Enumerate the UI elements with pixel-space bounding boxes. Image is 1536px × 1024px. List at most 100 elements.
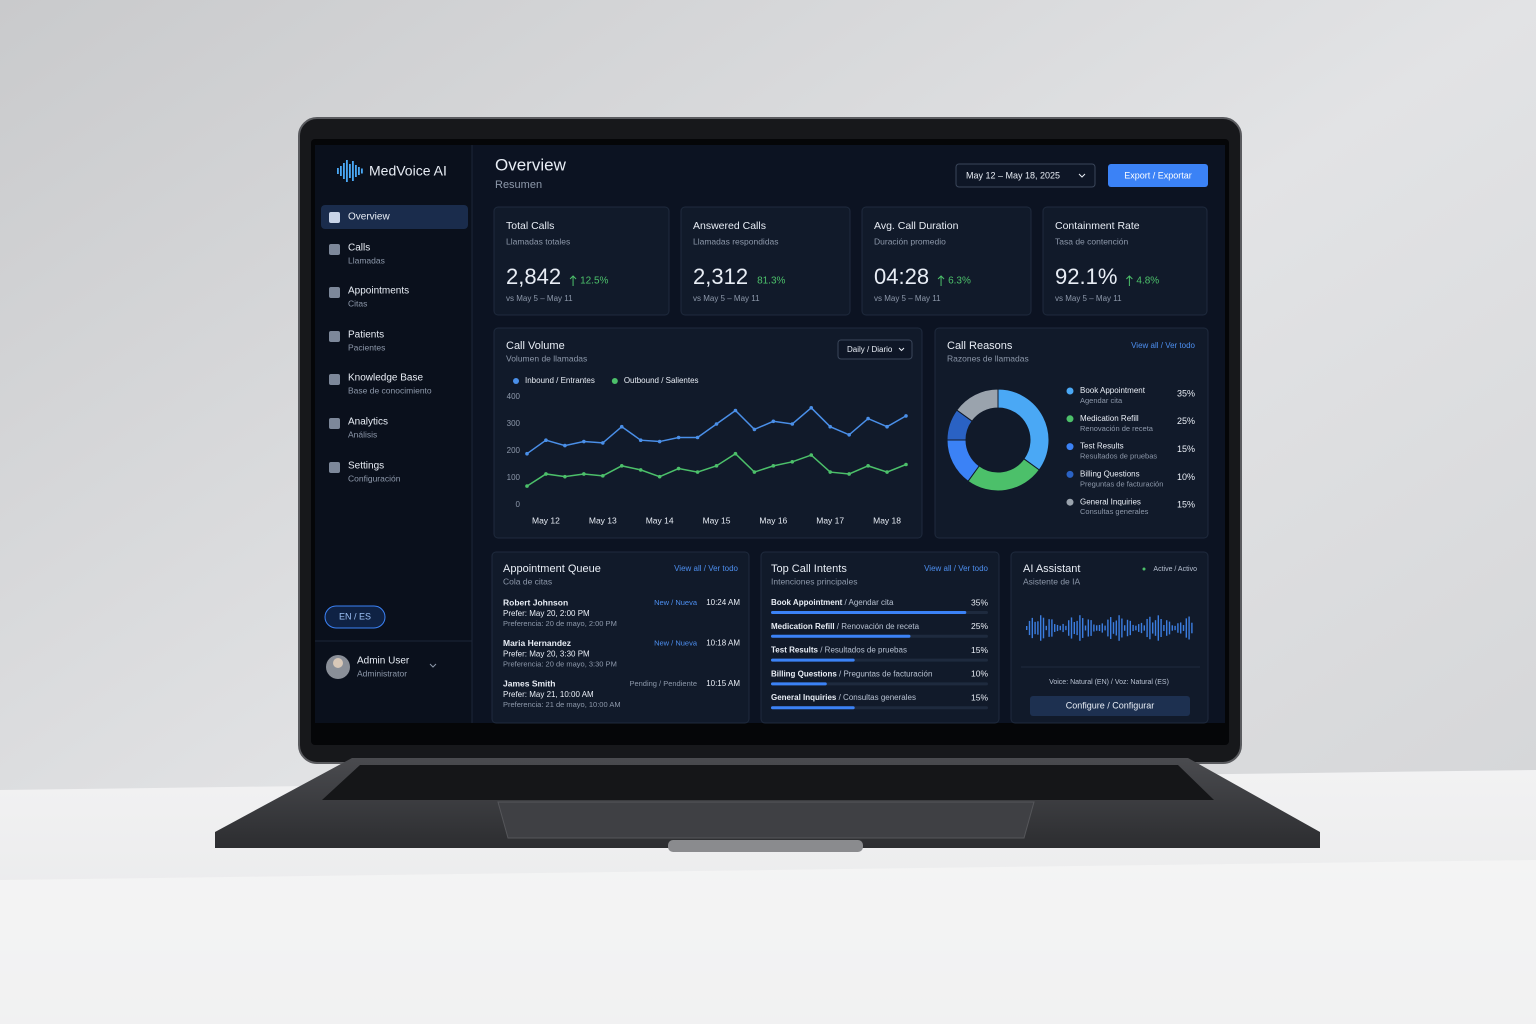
view-all-link[interactable]: View all / Ver todo: [924, 564, 988, 573]
kpi-title: Avg. Call Duration: [874, 220, 959, 232]
x-tick-label: May 16: [759, 515, 787, 525]
waveform-bar: [1166, 620, 1168, 636]
date-picker: [955, 163, 1096, 188]
y-tick-label: 100: [507, 473, 521, 482]
hinge-notch: [668, 840, 863, 852]
data-point: [563, 474, 567, 479]
kpi-compare: vs May 5 – May 11: [506, 294, 573, 303]
kpi-value: 04:28: [874, 264, 929, 289]
legend-sub: Consultas generales: [1080, 507, 1149, 516]
y-tick-label: 400: [507, 392, 521, 401]
legend-dot: [1066, 415, 1074, 423]
waveform-bar: [1028, 620, 1031, 636]
card: [491, 551, 750, 724]
waveform-bar: [1062, 623, 1064, 633]
nav-icon: [329, 212, 340, 223]
data-point: [809, 453, 814, 457]
card-subtitle: Cola de citas: [503, 576, 552, 586]
y-tick-label: 0: [516, 500, 521, 509]
waveform-bar: [1174, 625, 1176, 631]
logo-bar: [352, 161, 354, 181]
configure-label[interactable]: Configure / Configurar: [1066, 700, 1155, 710]
nav-label[interactable]: Appointments: [348, 286, 409, 297]
intent-label: Test Results / Resultados de pruebas: [771, 646, 907, 655]
language-pill: [324, 605, 386, 629]
data-point: [544, 472, 548, 476]
nav-label[interactable]: Analytics: [348, 417, 388, 428]
legend-label: General Inquiries: [1080, 497, 1141, 506]
legend-sub: Preguntas de facturación: [1080, 479, 1163, 488]
legend-dot: [1066, 470, 1074, 478]
waveform-bar: [1084, 625, 1087, 631]
bar: [771, 611, 967, 614]
waveform-bar: [1154, 620, 1157, 636]
x-tick-label: May 18: [873, 515, 901, 525]
bar: [771, 706, 855, 710]
data-point: [771, 464, 776, 468]
intent-name: Book Appointment: [771, 598, 843, 607]
bar: [771, 682, 827, 686]
intent-sub: / Consultas generales: [839, 693, 916, 702]
status: Active / Activo: [1153, 566, 1197, 573]
nav-label[interactable]: Settings: [348, 461, 384, 472]
waveform-bar: [1079, 615, 1081, 641]
waveform-bar: [1124, 625, 1126, 631]
x-tick-label: May 14: [646, 515, 674, 525]
nav-label[interactable]: Knowledge Base: [348, 373, 423, 384]
page-title: Overview: [495, 155, 567, 174]
data-point: [638, 468, 643, 472]
data-point: [638, 438, 643, 443]
waveform-bar: [1129, 620, 1131, 636]
view-all-link[interactable]: View all / Ver todo: [1131, 341, 1195, 350]
patient-name: James Smith: [503, 678, 555, 688]
waveform-bar: [1054, 624, 1056, 632]
logo-bar: [361, 168, 363, 174]
value-label: 35%: [1177, 388, 1195, 398]
export-label[interactable]: Export / Exportar: [1124, 170, 1192, 180]
waveform-bar: [1059, 625, 1061, 631]
logo-bar: [358, 167, 360, 175]
data-point: [752, 470, 757, 474]
intent-sub: / Preguntas de facturación: [839, 670, 932, 679]
waveform-bar: [1101, 623, 1103, 633]
waveform-bar: [1171, 625, 1173, 631]
configure-button: [1030, 696, 1190, 716]
card-title: Appointment Queue: [503, 563, 601, 575]
data-point: [582, 439, 586, 444]
legend-dot: [1066, 387, 1074, 395]
waveform-bar: [1135, 625, 1137, 631]
view-all-link[interactable]: View all / Ver todo: [674, 564, 738, 573]
nav-label[interactable]: Overview: [348, 212, 390, 223]
data-point: [733, 451, 738, 456]
intent-label: General Inquiries / Consultas generales: [771, 693, 916, 702]
date-range[interactable]: May 12 – May 18, 2025: [966, 170, 1060, 180]
waveform-bar: [1087, 619, 1089, 637]
prefer: Prefer: May 21, 10:00 AM: [503, 690, 594, 699]
preference: Preferencia: 21 de mayo, 10:00 AM: [503, 700, 621, 709]
dropdown-label[interactable]: Daily / Diario: [847, 345, 893, 354]
waveform-bar: [1138, 624, 1140, 632]
waveform-bar: [1056, 624, 1059, 632]
trackpad: [497, 801, 1035, 839]
language-toggle[interactable]: EN / ES: [339, 611, 371, 621]
waveform-bar: [1140, 622, 1143, 634]
kpi-change: 12.5%: [580, 276, 608, 287]
keyboard: [322, 765, 1214, 800]
nav-label[interactable]: Patients: [348, 330, 384, 341]
nav-label[interactable]: Calls: [348, 243, 370, 254]
waveform-bar: [1146, 618, 1148, 638]
prefer: Prefer: May 20, 3:30 PM: [503, 650, 590, 659]
waveform-bar: [1121, 618, 1123, 638]
kpi-subtitle: Duración promedio: [874, 236, 946, 246]
trend-arrow: [937, 275, 945, 286]
bar: [771, 634, 911, 638]
value-label: 15%: [1177, 444, 1195, 454]
waveform-bar: [1191, 622, 1193, 634]
kpi-title: Total Calls: [506, 220, 554, 232]
chart-subtitle: Volumen de llamadas: [506, 353, 587, 363]
legend-label: Test Results: [1080, 442, 1124, 451]
intent-name: General Inquiries: [771, 693, 837, 702]
card-title: Top Call Intents: [771, 563, 847, 575]
data-point: [904, 462, 908, 467]
legend-sub: Resultados de pruebas: [1080, 452, 1157, 461]
